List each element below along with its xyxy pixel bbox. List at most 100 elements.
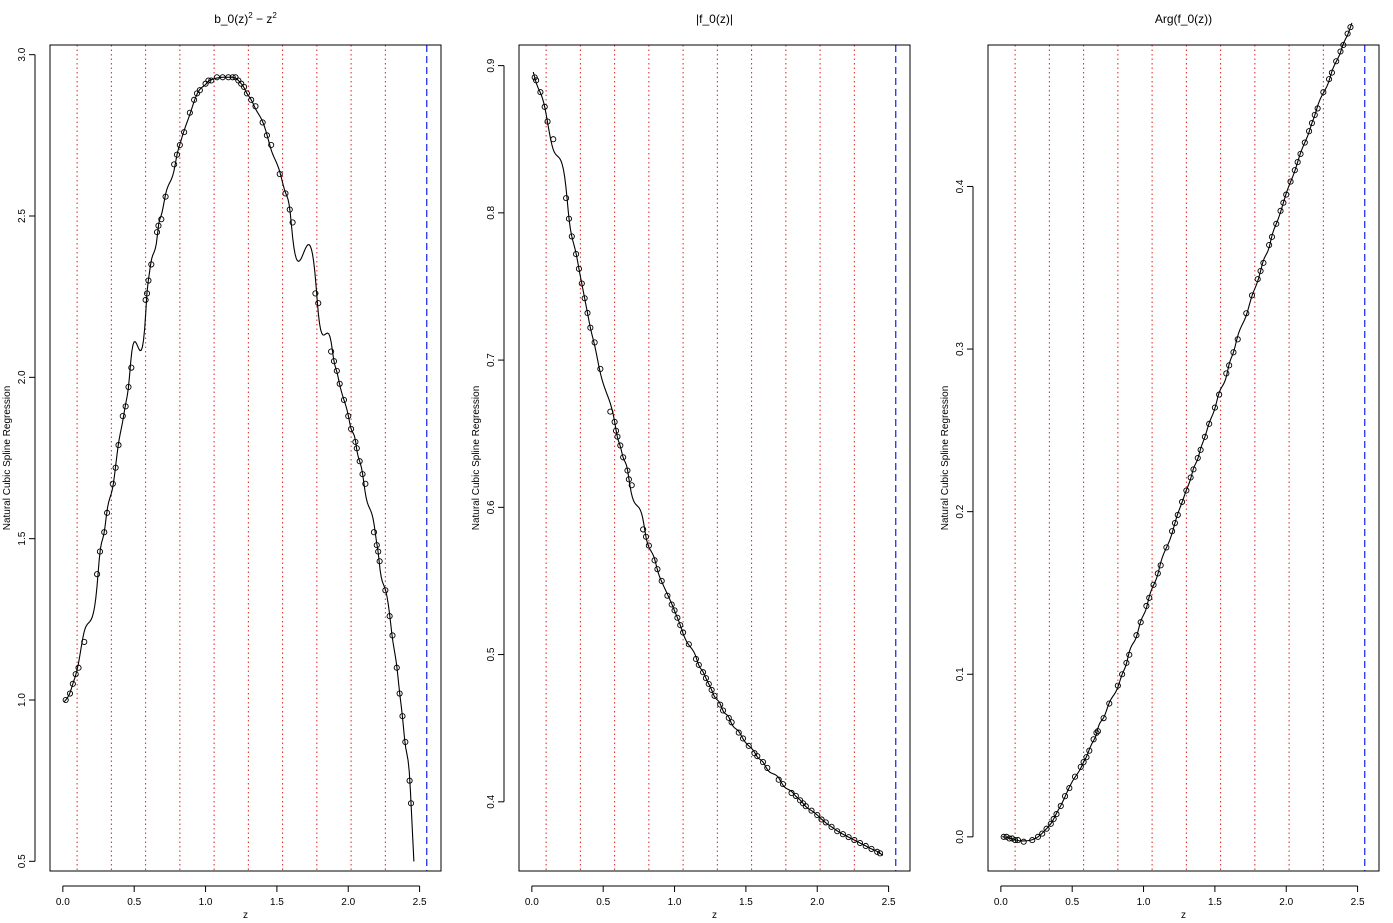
data-point (1301, 139, 1308, 146)
data-point (359, 471, 366, 478)
data-point (1034, 833, 1041, 840)
data-point (1280, 199, 1287, 206)
data-point (1297, 150, 1304, 157)
data-point (563, 195, 570, 202)
data-point (402, 738, 409, 745)
spline-curve (63, 76, 415, 862)
data-point (725, 714, 732, 721)
data-point (75, 664, 82, 671)
data-point (568, 233, 575, 240)
data-point (386, 613, 393, 620)
data-point (219, 74, 226, 81)
data-point (1216, 391, 1223, 398)
x-tick-label: 2.0 (341, 897, 355, 908)
data-point (788, 789, 795, 797)
data-point (268, 141, 275, 149)
data-point (1053, 811, 1060, 818)
plot-frame (49, 44, 442, 872)
data-point (104, 509, 111, 516)
data-point (148, 261, 155, 268)
data-point (96, 548, 103, 555)
data-point (1277, 207, 1284, 214)
data-point (845, 834, 852, 841)
data-point (1171, 519, 1178, 527)
y-tick-label: 0.3 (955, 342, 966, 356)
data-point (839, 831, 846, 838)
data-point (531, 74, 538, 81)
data-point (1211, 404, 1218, 411)
y-tick-label: 0.0 (955, 829, 966, 843)
data-point (241, 83, 248, 90)
data-point (779, 781, 787, 788)
data-point (792, 792, 799, 799)
y-tick-label: 1.5 (17, 531, 28, 545)
data-point (328, 348, 335, 355)
data-point (1230, 349, 1237, 356)
data-point (276, 171, 283, 178)
data-point (1163, 544, 1170, 551)
data-point (1100, 715, 1107, 722)
x-tick-label: 1.0 (668, 897, 682, 908)
data-point (739, 735, 747, 742)
data-point (1066, 785, 1073, 792)
data-point (1326, 76, 1333, 83)
data-point (81, 638, 88, 645)
data-point (213, 74, 221, 81)
data-point (348, 425, 355, 433)
data-point (857, 839, 864, 847)
data-point (1201, 433, 1208, 440)
data-point (1014, 837, 1022, 844)
data-point (1126, 651, 1133, 658)
data-point (1337, 48, 1344, 55)
data-point (176, 141, 183, 149)
data-point (1086, 747, 1093, 754)
data-point (1291, 167, 1298, 174)
x-axis-label: z (243, 910, 248, 921)
data-point (1287, 178, 1294, 185)
data-point (1308, 119, 1315, 127)
data-point (112, 464, 119, 471)
data-point (252, 103, 259, 110)
y-axis-label: Natural Cubic Spline Regression (2, 386, 13, 531)
data-point (1283, 191, 1290, 198)
data-point (336, 380, 343, 387)
data-point (119, 413, 126, 420)
y-tick-label: 1.0 (17, 693, 28, 707)
data-point (802, 803, 809, 810)
panel-1: 0.0 0.5 1.0 1.5 2.0 2.5 z 0.5 1.0 1.5 2.0 2.5 3.0 Nat… (2, 11, 442, 921)
data-point (1080, 759, 1087, 766)
data-point (1094, 728, 1101, 735)
points (62, 74, 415, 807)
data-point (1062, 793, 1069, 800)
data-point (591, 339, 598, 346)
y-tick-label: 0.4 (955, 179, 966, 193)
data-point (399, 713, 406, 720)
data-point (614, 433, 621, 440)
data-point (677, 622, 684, 629)
data-point (1248, 292, 1256, 299)
data-point (814, 811, 821, 819)
data-point (340, 396, 348, 403)
data-point (876, 850, 884, 857)
data-point (1268, 233, 1276, 240)
data-point (1243, 310, 1250, 317)
data-point (101, 529, 108, 536)
data-point (282, 190, 289, 197)
data-point (573, 251, 580, 258)
data-point (142, 296, 149, 303)
data-point (685, 641, 692, 648)
data-point (717, 701, 724, 708)
data-point (263, 132, 270, 139)
y-tick-label: 2.0 (17, 370, 28, 384)
x-tick-label: 0.0 (56, 897, 70, 908)
y-tick-label: 0.6 (486, 500, 497, 514)
data-point (645, 542, 652, 549)
data-point (72, 671, 79, 678)
data-point (642, 533, 650, 540)
data-point (1179, 498, 1186, 505)
data-point (1266, 241, 1273, 249)
x-tick-label: 2.5 (413, 897, 427, 908)
points (531, 74, 884, 857)
x-tick-label: 2.0 (810, 897, 824, 908)
data-point (1340, 41, 1347, 49)
